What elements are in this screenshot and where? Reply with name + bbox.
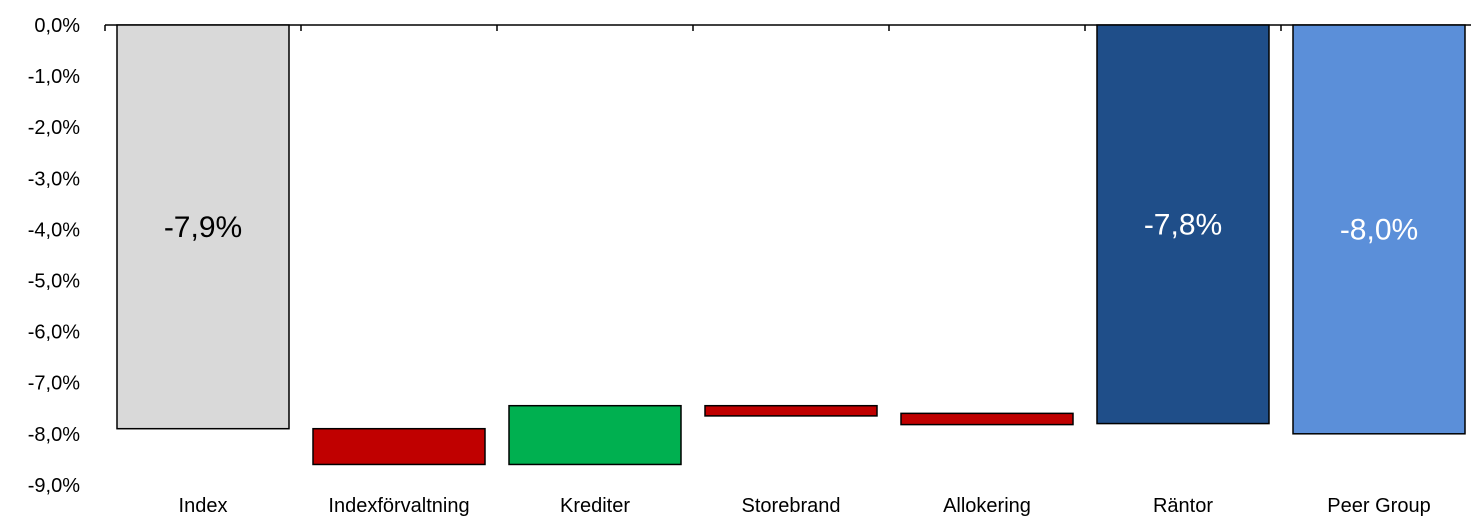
y-tick-label: -3,0% (28, 168, 80, 190)
y-tick-label: -5,0% (28, 271, 80, 293)
y-tick-label: -7,0% (28, 373, 80, 395)
y-tick-label: -4,0% (28, 219, 80, 241)
bar-allokering (900, 412, 1074, 426)
category-label: Peer Group (1327, 495, 1430, 517)
bars (116, 24, 1466, 466)
bar-index (116, 24, 290, 430)
bar-räntor (1096, 24, 1270, 425)
y-tick-label: -8,0% (28, 424, 80, 446)
category-label: Storebrand (742, 495, 841, 517)
data-label: -7,9% (164, 211, 242, 244)
category-labels: Index Indexförvaltning Krediter Storebrand A… (179, 495, 1431, 517)
data-labels: -7,9% -7,8% -8,0% (164, 208, 1418, 246)
category-label: Krediter (560, 495, 630, 517)
bar-peer group (1292, 24, 1466, 435)
y-tick-label: -9,0% (28, 475, 80, 497)
y-tick-label: -2,0% (28, 117, 80, 139)
category-label: Indexförvaltning (328, 495, 469, 517)
y-tick-label: -6,0% (28, 322, 80, 344)
bar-krediter (508, 404, 682, 466)
data-label: -8,0% (1340, 213, 1418, 246)
category-label: Allokering (943, 495, 1031, 517)
y-axis: 0,0% -1,0% -2,0% -3,0% -4,0% -5,0% -6,0% -7,0% -… (28, 15, 80, 497)
category-label: Index (179, 495, 228, 517)
category-label: Räntor (1153, 495, 1213, 517)
bar-indexförvaltning (312, 427, 486, 466)
y-tick-label: 0,0% (34, 15, 80, 37)
data-label: -7,8% (1144, 208, 1222, 241)
bar-storebrand (704, 404, 878, 417)
y-tick-label: -1,0% (28, 66, 80, 88)
